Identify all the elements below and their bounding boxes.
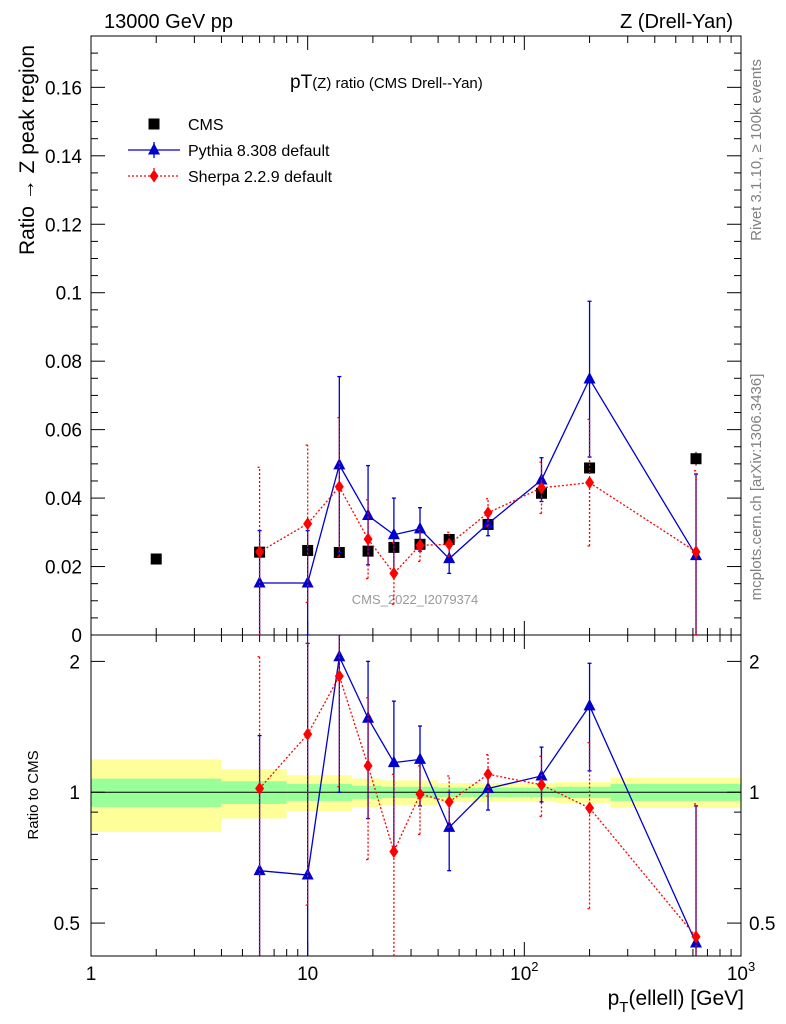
main-y-tick-label: 0.14 bbox=[45, 147, 82, 168]
sherpa-marker bbox=[691, 930, 701, 944]
ratio-y-axis-label: Ratio to CMS bbox=[25, 750, 42, 839]
pythia-marker bbox=[535, 472, 548, 485]
pythia-marker bbox=[414, 521, 427, 534]
rivet-version-label: Rivet 3.1.10, ≥ 100k events bbox=[748, 59, 765, 241]
main-y-tick-label: 0.04 bbox=[45, 489, 82, 510]
main-y-tick-label: 0.06 bbox=[45, 421, 82, 442]
sherpa-marker bbox=[389, 566, 399, 580]
pythia-marker bbox=[387, 755, 400, 768]
sherpa-marker bbox=[389, 845, 399, 859]
x-axis-label: pT(ellell) [GeV] bbox=[608, 987, 744, 1016]
x-tick-label: 1 bbox=[86, 964, 97, 985]
x-tick-label: 102 bbox=[510, 959, 538, 985]
sherpa-marker bbox=[303, 727, 313, 741]
main-y-tick-label: 0.1 bbox=[56, 284, 82, 305]
pythia-marker bbox=[443, 551, 456, 564]
sherpa-marker bbox=[334, 669, 344, 683]
sherpa-marker bbox=[536, 481, 546, 495]
header-right: Z (Drell-Yan) bbox=[620, 11, 733, 33]
ratio-series-sherpa bbox=[255, 635, 701, 956]
ratio-y-tick-label: 1 bbox=[69, 783, 80, 804]
pythia-marker bbox=[387, 527, 400, 540]
sherpa-marker bbox=[444, 795, 454, 809]
main-series-sherpa bbox=[255, 416, 701, 635]
pythia-marker bbox=[148, 143, 160, 155]
cms-data-marker bbox=[584, 462, 596, 474]
cms-data-marker bbox=[150, 553, 162, 565]
header-left: 13000 GeV pp bbox=[104, 11, 233, 33]
ratio-uncertainty-band bbox=[91, 759, 741, 833]
main-y-tick-label: 0.16 bbox=[45, 78, 82, 99]
analysis-watermark: CMS_2022_I2079374 bbox=[352, 592, 479, 607]
ratio-axes: 0.5 0.5 1 1 2 2 bbox=[54, 652, 776, 935]
chart-title: pT(Z) ratio (CMS Drell--Yan) bbox=[290, 72, 483, 93]
sherpa-marker bbox=[536, 778, 546, 792]
sherpa-marker bbox=[334, 480, 344, 494]
pythia-marker bbox=[333, 649, 346, 662]
ratio-y-tick-label: 0.5 bbox=[54, 914, 80, 935]
sherpa-marker bbox=[303, 517, 313, 531]
sherpa-marker bbox=[585, 801, 595, 815]
main-y-axis-label: Ratio → Z peak region bbox=[16, 45, 39, 255]
sherpa-main-line bbox=[259, 482, 697, 575]
x-tick-label: 10 bbox=[297, 964, 318, 985]
pythia-marker bbox=[583, 371, 596, 384]
main-axes: 0 0.02 0.04 0.06 0.08 0.1 0.12 0.14 0.16 bbox=[45, 35, 741, 647]
main-y-tick-label: 0.08 bbox=[45, 352, 82, 373]
ratio-y-tick-label: 2 bbox=[69, 652, 80, 673]
main-series-pythia bbox=[253, 300, 703, 635]
pythia-marker bbox=[583, 698, 596, 711]
sherpa-marker bbox=[255, 781, 265, 795]
pythia-marker bbox=[362, 711, 375, 723]
ratio-y-tick-label-right: 0.5 bbox=[749, 914, 775, 935]
sherpa-marker bbox=[415, 538, 425, 552]
legend-item-data: CMS bbox=[148, 117, 224, 134]
x-tick-label: 103 bbox=[727, 959, 755, 985]
main-y-tick-label: 0 bbox=[71, 626, 82, 647]
cms-data-marker bbox=[690, 453, 702, 465]
mcplots-label: mcplots.cern.ch [arXiv:1306.3436] bbox=[748, 374, 765, 601]
ratio-frame bbox=[90, 634, 742, 957]
legend-label: Pythia 8.308 default bbox=[188, 143, 330, 160]
band-inner-segment bbox=[91, 778, 222, 807]
ratio-y-tick-label-right: 2 bbox=[749, 652, 760, 673]
main-series-layer bbox=[150, 300, 703, 635]
ratio-series-layer bbox=[253, 635, 703, 956]
sherpa-marker bbox=[415, 787, 425, 801]
sherpa-marker bbox=[363, 759, 373, 773]
legend-label: Sherpa 2.2.9 default bbox=[188, 169, 333, 186]
legend: CMS Pythia 8.308 default Sherpa 2.2.9 defa… bbox=[128, 117, 333, 186]
legend-item-sherpa: Sherpa 2.2.9 default bbox=[128, 168, 333, 186]
main-y-tick-label: 0.02 bbox=[45, 558, 82, 579]
sherpa-marker bbox=[691, 545, 701, 559]
sherpa-marker bbox=[444, 537, 454, 551]
sherpa-marker bbox=[483, 506, 493, 520]
cms-data-marker bbox=[148, 118, 160, 130]
pythia-marker bbox=[301, 868, 314, 880]
main-y-tick-label: 0.12 bbox=[45, 215, 82, 236]
pythia-marker bbox=[482, 516, 495, 529]
pythia-main-line bbox=[259, 377, 697, 584]
legend-label: CMS bbox=[188, 117, 224, 134]
ratio-y-tick-label-right: 1 bbox=[749, 783, 760, 804]
main-series-data bbox=[150, 451, 702, 565]
sherpa-marker bbox=[149, 169, 159, 183]
sherpa-marker bbox=[255, 545, 265, 559]
pythia-marker bbox=[414, 752, 427, 764]
sherpa-marker bbox=[363, 532, 373, 546]
legend-item-pythia: Pythia 8.308 default bbox=[128, 142, 330, 160]
sherpa-marker bbox=[483, 767, 493, 781]
sherpa-marker bbox=[585, 476, 595, 490]
